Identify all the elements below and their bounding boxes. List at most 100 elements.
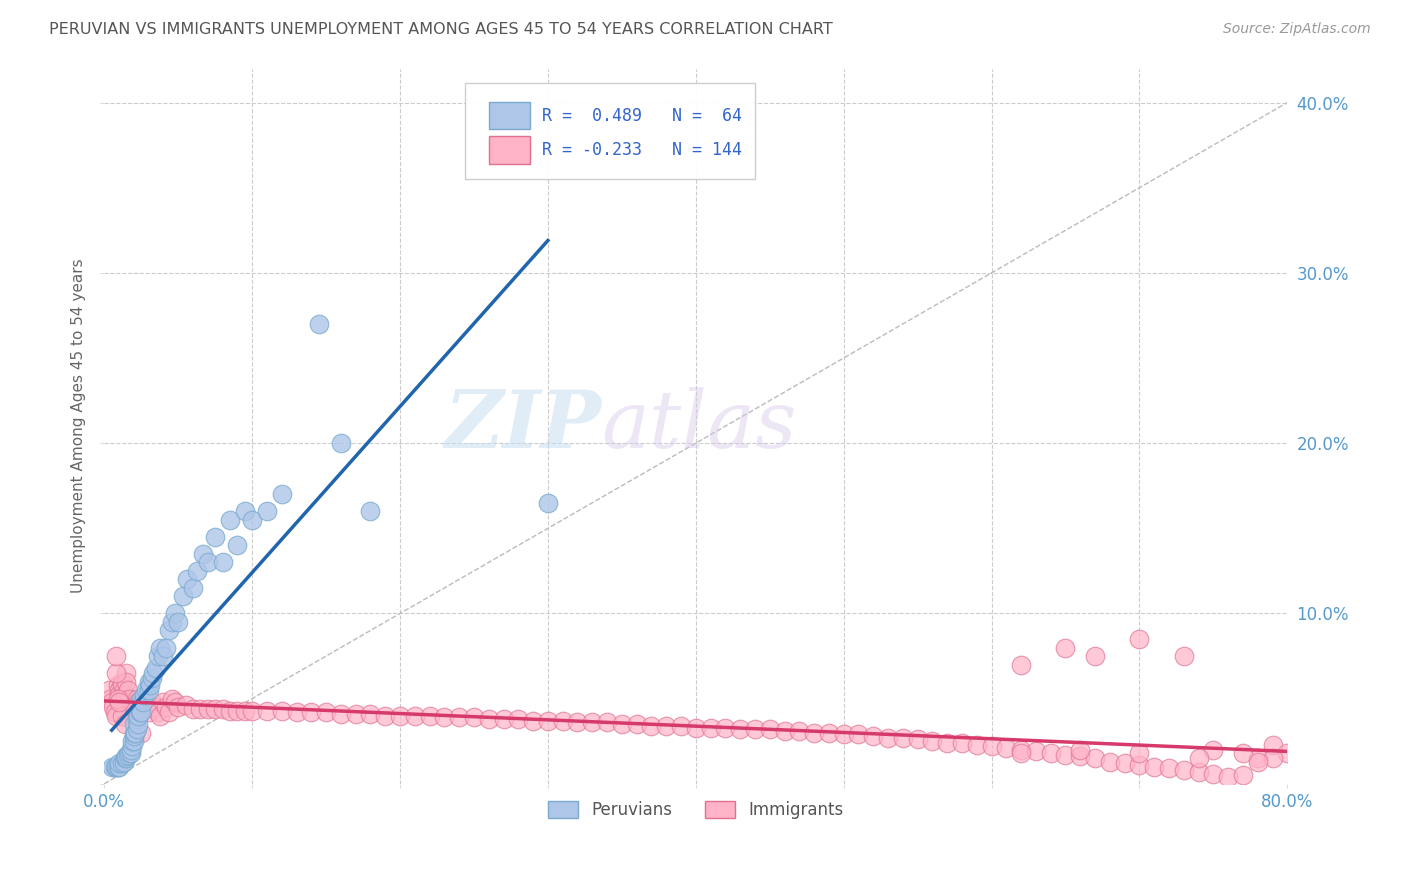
Point xyxy=(107,760,129,774)
Point xyxy=(773,723,796,738)
Point xyxy=(1232,768,1254,782)
Text: PERUVIAN VS IMMIGRANTS UNEMPLOYMENT AMONG AGES 45 TO 54 YEARS CORRELATION CHART: PERUVIAN VS IMMIGRANTS UNEMPLOYMENT AMON… xyxy=(49,22,832,37)
Point xyxy=(122,717,145,731)
Point xyxy=(135,700,157,714)
Point xyxy=(120,746,142,760)
Point xyxy=(240,513,263,527)
Point xyxy=(344,706,367,721)
Point xyxy=(142,666,165,681)
Point xyxy=(105,648,128,663)
Point xyxy=(551,714,574,728)
Point xyxy=(818,725,841,739)
Point xyxy=(803,725,825,739)
Point xyxy=(256,704,278,718)
Point xyxy=(359,706,381,721)
Point xyxy=(132,691,155,706)
Point xyxy=(1173,763,1195,777)
Point xyxy=(120,705,142,719)
Point xyxy=(174,698,197,713)
Point xyxy=(522,714,544,728)
Point xyxy=(329,436,352,450)
Point xyxy=(204,530,226,544)
Text: ZIP: ZIP xyxy=(444,387,602,465)
Point xyxy=(204,702,226,716)
Point xyxy=(685,721,707,735)
Point xyxy=(157,624,180,638)
Point xyxy=(186,564,208,578)
Legend: Peruvians, Immigrants: Peruvians, Immigrants xyxy=(541,794,851,825)
Point xyxy=(966,738,988,752)
Point xyxy=(995,741,1018,756)
Point xyxy=(270,704,292,718)
Point xyxy=(744,723,766,737)
Point xyxy=(197,702,219,716)
Point xyxy=(907,732,929,747)
Point xyxy=(980,739,1002,754)
Point xyxy=(211,555,233,569)
Point xyxy=(1143,760,1166,774)
Point xyxy=(478,712,501,726)
Point xyxy=(1069,742,1091,756)
Point xyxy=(132,695,155,709)
Point xyxy=(433,710,456,724)
Point xyxy=(129,705,152,719)
Point xyxy=(117,683,139,698)
Point xyxy=(299,705,322,719)
Point xyxy=(1010,746,1032,760)
Point xyxy=(190,702,212,716)
Point xyxy=(111,756,134,771)
Point xyxy=(108,688,131,702)
Point xyxy=(98,691,121,706)
Point xyxy=(152,695,174,709)
Point xyxy=(308,317,330,331)
Point xyxy=(138,705,160,719)
Point xyxy=(122,708,145,723)
Point xyxy=(1277,746,1299,760)
Point xyxy=(155,640,177,655)
Point xyxy=(1114,756,1136,771)
Point xyxy=(240,704,263,718)
Point xyxy=(135,683,157,698)
Point xyxy=(101,700,124,714)
Point xyxy=(655,719,678,733)
Point xyxy=(155,700,177,714)
Point xyxy=(115,749,138,764)
Point xyxy=(359,504,381,518)
Point xyxy=(233,504,256,518)
Point xyxy=(114,751,136,765)
Point xyxy=(134,695,156,709)
Point xyxy=(115,666,138,681)
Point xyxy=(115,674,138,689)
Point xyxy=(1054,747,1077,762)
Point xyxy=(181,581,204,595)
Point xyxy=(669,719,692,733)
Point xyxy=(165,695,187,709)
Point xyxy=(152,648,174,663)
Point xyxy=(1010,657,1032,672)
Point xyxy=(1069,749,1091,764)
Point xyxy=(699,721,721,735)
Point xyxy=(141,671,163,685)
Point xyxy=(1261,751,1284,765)
Point xyxy=(921,734,943,748)
Point xyxy=(640,719,662,733)
Point xyxy=(167,615,190,629)
Point xyxy=(100,695,122,709)
Point xyxy=(149,708,172,723)
Point xyxy=(108,760,131,774)
Point xyxy=(1128,758,1150,772)
Point xyxy=(832,727,855,741)
Point xyxy=(128,700,150,714)
Point xyxy=(1025,744,1047,758)
Point xyxy=(134,688,156,702)
Point xyxy=(105,666,128,681)
Point xyxy=(111,708,134,723)
Point xyxy=(112,755,135,769)
Text: R = -0.233   N = 144: R = -0.233 N = 144 xyxy=(541,141,742,159)
Point xyxy=(508,712,530,726)
Point xyxy=(1247,751,1270,765)
Point xyxy=(449,710,471,724)
Point xyxy=(127,717,149,731)
Point xyxy=(97,683,120,698)
Point xyxy=(285,705,308,719)
